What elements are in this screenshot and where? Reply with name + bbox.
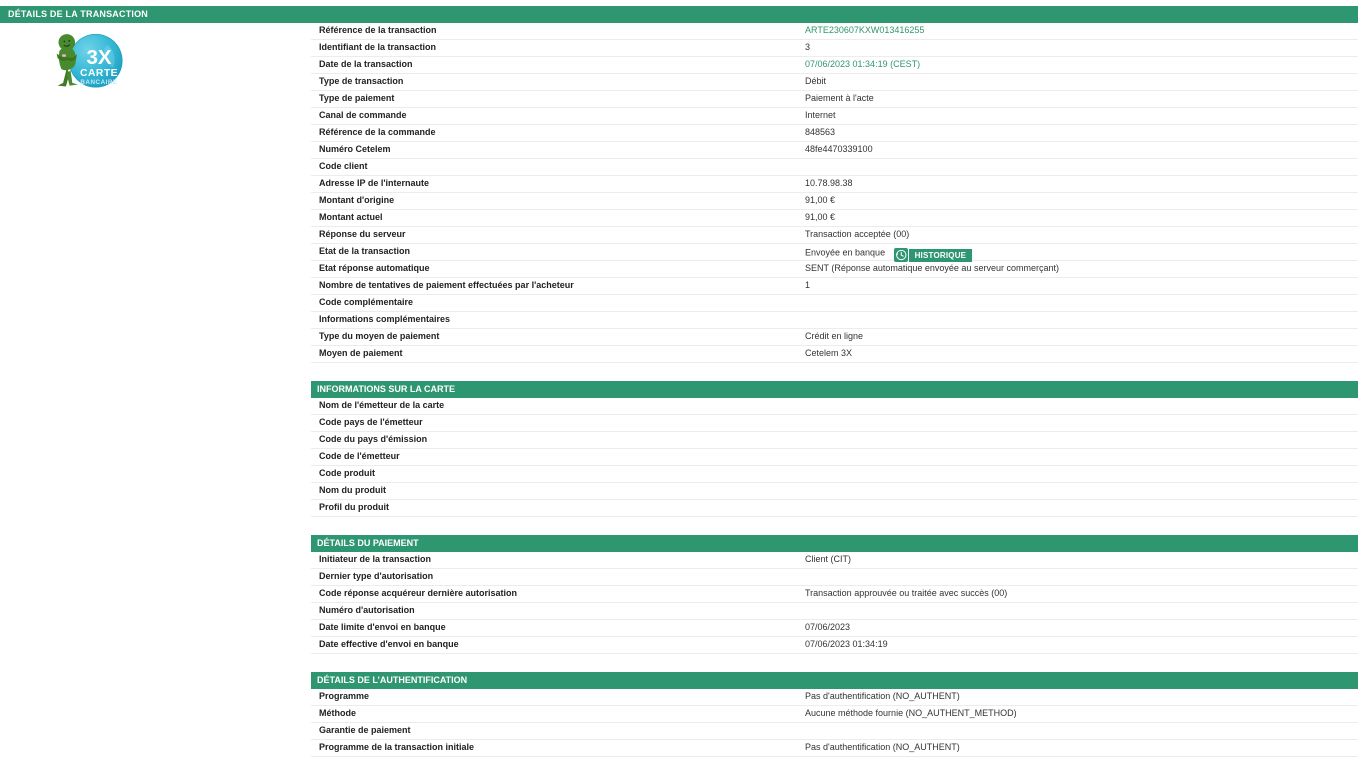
svg-text:3X: 3X (86, 46, 111, 69)
svg-text:BANCAIRE: BANCAIRE (80, 79, 117, 86)
svg-text:CARTE: CARTE (80, 68, 118, 79)
